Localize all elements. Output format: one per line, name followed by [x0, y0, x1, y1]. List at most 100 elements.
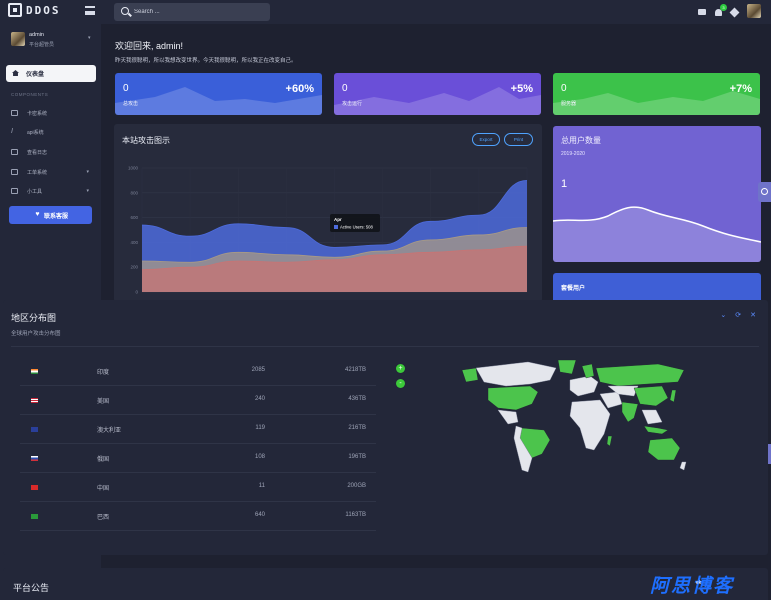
country-name: 印度: [97, 370, 110, 376]
monitor-icon: [11, 188, 18, 194]
tooltip-label: Active Users: 508: [340, 225, 373, 230]
attack-count: 11: [258, 483, 265, 489]
search-icon: [121, 7, 129, 15]
users-title: 总用户数量: [561, 136, 601, 145]
search-input[interactable]: [134, 6, 264, 18]
avatar[interactable]: [747, 4, 761, 18]
collapse-icon[interactable]: ⌄: [720, 312, 727, 319]
attack-count: 2085: [251, 367, 265, 373]
welcome-subtitle: 昨天我很聪明，所以我想改变世界。今天我很聪明，所以我正在改变自己。: [115, 58, 297, 64]
map-region-africa: [569, 399, 611, 451]
country-name: 中国: [97, 486, 110, 492]
stat-value: 0: [342, 83, 348, 94]
india-flag-icon: [31, 369, 38, 374]
country-name: 澳大利亚: [97, 428, 122, 434]
stat-card-servers: 0 服务器 +7%: [553, 73, 760, 115]
sidebar-item-label: 小工具: [27, 189, 43, 195]
country-name: 美国: [97, 399, 110, 405]
table-row: 俄国 108 196TB: [20, 444, 376, 473]
top-actions: 3: [698, 3, 761, 18]
traffic-value: 196TB: [348, 454, 366, 460]
logo[interactable]: DDOS: [8, 3, 61, 17]
users-wave: [553, 206, 761, 262]
print-button[interactable]: Print: [504, 133, 533, 146]
bell-icon[interactable]: 3: [715, 3, 727, 16]
sidebar-item-logs[interactable]: 查看日志: [11, 148, 91, 158]
heart-icon: ♥: [35, 211, 40, 218]
stat-change: +5%: [510, 83, 533, 95]
map-region-usa: [487, 385, 539, 411]
stat-card-running-attacks: 0 攻击运行 +5%: [334, 73, 541, 115]
contact-support-label: 联系客服: [44, 214, 69, 220]
brazil-flag-icon: [31, 514, 38, 519]
country-name: 俄国: [97, 457, 110, 463]
panel-tools: ⌄ ⟳ ✕: [720, 311, 756, 319]
map-region-russia: [595, 363, 685, 387]
export-button[interactable]: Export: [472, 133, 500, 146]
chevron-down-icon[interactable]: ▾: [88, 35, 91, 41]
watermark-suffix: ek: [696, 580, 702, 586]
site-watermark: 阿思博客 ek: [650, 568, 762, 600]
area-chart: 1000 800 600 400 200 0 Apr Active Users: 508: [128, 166, 528, 295]
attack-count: 108: [254, 454, 265, 460]
y-tick-label: 800: [130, 190, 138, 195]
map-region-europe: [569, 375, 599, 397]
region-panel: 地区分布图 全球用户攻击分布图 ⌄ ⟳ ✕ 印度 2085 4218TB 美国 …: [3, 300, 768, 555]
zoom-in-button[interactable]: +: [396, 364, 405, 373]
map-region-central-asia: [607, 385, 639, 397]
sparkline: [334, 87, 541, 115]
brand-name: DDOS: [26, 3, 61, 17]
tooltip-title: Apr: [334, 217, 342, 222]
users-years: 2019-2020: [561, 151, 585, 157]
refresh-icon[interactable]: ⟳: [735, 312, 742, 319]
sidebar-item-api[interactable]: I api系统: [11, 128, 91, 138]
table-row: 美国 240 436TB: [20, 386, 376, 415]
map-region-scandinavia: [581, 363, 595, 379]
zoom-out-button[interactable]: -: [396, 379, 405, 388]
map-region-japan: [669, 389, 677, 403]
ticket-icon: [11, 169, 18, 175]
region-subtitle: 全球用户攻击分布图: [11, 331, 61, 337]
close-icon[interactable]: ✕: [750, 312, 756, 319]
search-box[interactable]: [114, 3, 270, 21]
package-title: 套餐用户: [561, 286, 586, 292]
home-icon: [12, 70, 19, 76]
traffic-value: 216TB: [348, 425, 366, 431]
traffic-value: 4218TB: [344, 367, 366, 373]
user-role: 平台超管员: [29, 42, 55, 48]
map-region-australia: [647, 437, 681, 461]
sidebar-item-cards[interactable]: 卡密系统: [11, 109, 91, 119]
usa-flag-icon: [31, 398, 38, 403]
total-users-card: 总用户数量 2019-2020 1: [553, 126, 761, 262]
map-region-mexico: [497, 409, 519, 425]
settings-float-button[interactable]: [758, 182, 771, 202]
series-3-area: [142, 246, 527, 292]
sidebar-item-tools[interactable]: 小工具 ▾: [11, 187, 91, 197]
mail-icon[interactable]: [698, 9, 706, 15]
menu-toggle-icon[interactable]: [85, 6, 95, 15]
region-title: 地区分布图: [11, 313, 57, 323]
sidebar-item-tickets[interactable]: 工单系统 ▾: [11, 168, 91, 178]
y-tick-label: 400: [130, 240, 138, 245]
welcome-title: 欢迎回来, admin!: [115, 41, 184, 51]
user-avatar: [11, 32, 25, 46]
sparkline: [553, 91, 760, 115]
attack-count: 119: [255, 425, 265, 431]
traffic-value: 436TB: [348, 396, 366, 402]
series-2-line: [141, 227, 528, 263]
attack-count: 640: [254, 512, 265, 518]
map-region-india: [621, 401, 639, 423]
layers-icon[interactable]: [729, 7, 740, 17]
stat-card-total-attacks: 0 总攻击 +60%: [115, 73, 322, 115]
sidebar-item-dashboard[interactable]: 仪表盘: [6, 65, 96, 82]
stat-value: 0: [123, 83, 129, 94]
chart-tooltip: Apr Active Users: 508: [330, 214, 380, 232]
series-1-line: [141, 180, 528, 248]
y-tick-label: 0: [135, 290, 138, 295]
tooltip-swatch: [334, 225, 338, 229]
contact-support-button[interactable]: ♥ 联系客服: [9, 206, 92, 224]
map-region-greenland: [557, 359, 577, 375]
users-value: 1: [561, 178, 568, 190]
y-tick-label: 600: [130, 215, 138, 220]
stat-change: +7%: [729, 83, 752, 95]
